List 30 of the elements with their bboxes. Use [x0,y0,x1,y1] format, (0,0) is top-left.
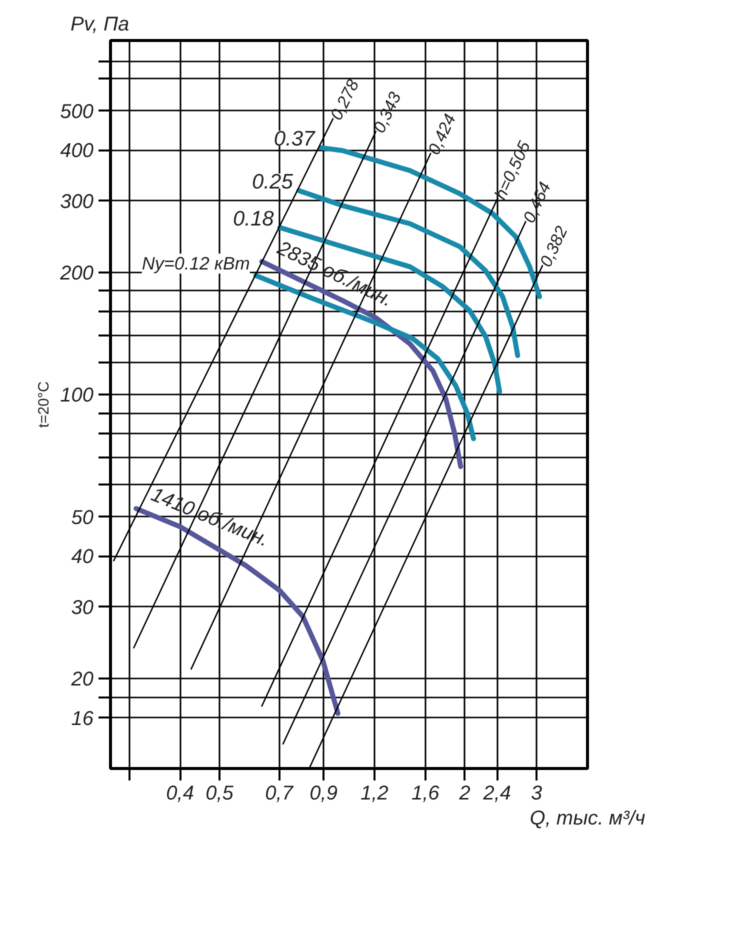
x-tick-label: 0,7 [265,782,294,804]
y-tick-label: 50 [71,506,94,529]
series-label: 0.25 [252,170,294,194]
x-tick-label: 2 [458,782,470,804]
y-tick-label: 100 [60,384,94,407]
x-tick-label: 0,5 [206,782,234,804]
x-axis-title: Q, тыс. м³/ч [530,808,646,830]
y-tick-label: 40 [71,546,94,568]
text: t=20°C [36,381,52,428]
y-tick-label: 300 [60,190,94,213]
x-tick-label: 0,4 [166,782,194,804]
x-tick-label: 0,9 [310,782,338,804]
text: 0,278 [326,76,364,124]
text: 0,382 [536,222,572,270]
y-axis-title: Pv, Па [70,14,130,36]
x-tick-label: 1,2 [360,782,388,804]
x-tick-label: 1,6 [411,782,440,804]
y-tick-label: 16 [71,708,94,730]
y-tick-label: 200 [59,262,94,284]
text: 0,343 [370,88,406,136]
x-tick-label: 2,4 [482,782,512,804]
y-tick-label: 500 [60,100,94,123]
y-tick-label: 400 [60,140,94,162]
series-label: 0.37 [274,128,316,151]
x-tick-label: 3 [531,782,542,804]
series-label: 0.18 [232,208,274,231]
y-tick-label: 20 [70,668,94,690]
y-tick-label: 30 [71,596,94,619]
text: 0,424 [424,111,460,158]
series-label: Ny=0.12 кВт [142,254,250,274]
